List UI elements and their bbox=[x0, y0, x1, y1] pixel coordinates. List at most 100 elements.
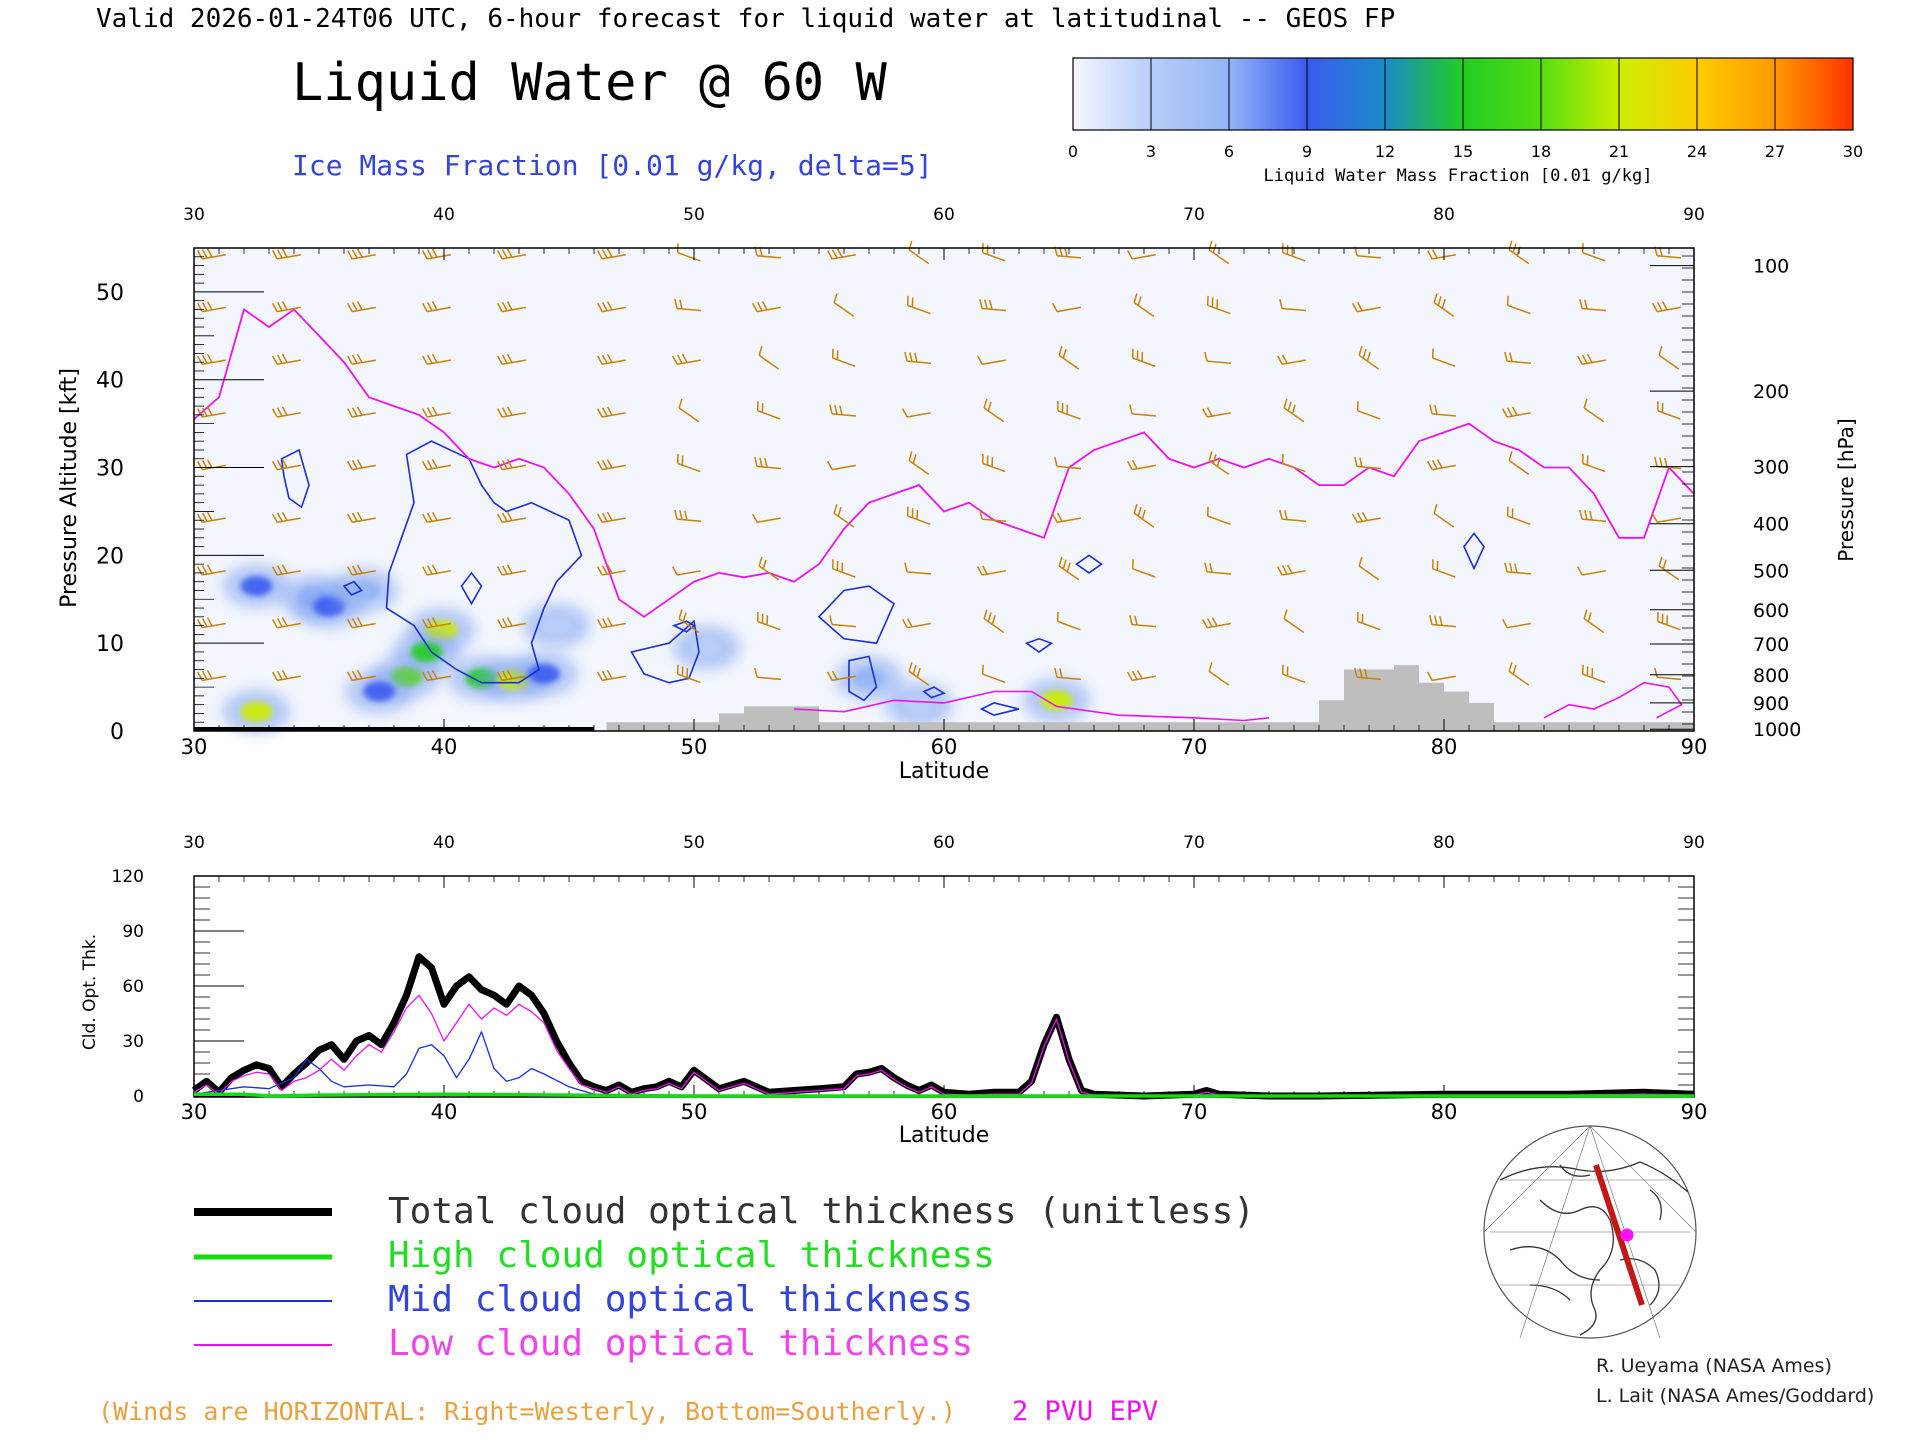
wind-barb-feather bbox=[1514, 563, 1518, 573]
bottom-ylabel: Cld. Opt. Thk. bbox=[80, 934, 100, 1050]
wind-barb-feather bbox=[981, 453, 984, 464]
wind-barb-shaft bbox=[677, 673, 701, 684]
wind-barb bbox=[1502, 618, 1531, 629]
colorbar-tick-label: 30 bbox=[1843, 142, 1863, 161]
wind-barb-feather bbox=[1356, 302, 1363, 312]
ice-contour bbox=[922, 686, 946, 699]
wind-barb bbox=[754, 667, 782, 681]
wind-barb-shaft bbox=[602, 306, 626, 313]
wind-barb-shaft bbox=[1282, 570, 1306, 576]
wind-barb-feather bbox=[606, 564, 613, 574]
wind-barb-shaft bbox=[602, 570, 626, 576]
wind-barb-shaft bbox=[907, 622, 931, 629]
wind-barb-feather bbox=[1431, 460, 1438, 470]
wind-barb-feather bbox=[1131, 460, 1138, 470]
bottom-x-tick-label: 60 bbox=[931, 1100, 958, 1124]
wind-barb-shaft bbox=[1281, 307, 1307, 312]
wind-barb-shaft bbox=[352, 622, 376, 629]
bottom-x-tick-label-top: 40 bbox=[433, 833, 455, 853]
wind-barb-shaft bbox=[676, 307, 702, 312]
wind-barb bbox=[1429, 615, 1457, 628]
wind-barb bbox=[422, 406, 451, 418]
wind-barb-shaft bbox=[202, 306, 226, 313]
main-ylabel: Pressure Altitude [kft] bbox=[57, 368, 82, 608]
wind-barb-feather bbox=[1502, 618, 1508, 629]
wind-barb bbox=[197, 406, 226, 418]
wind-barb-feather bbox=[497, 566, 503, 576]
wind-barb bbox=[1433, 293, 1455, 317]
wind-barb-feather bbox=[597, 671, 603, 681]
wind-barb bbox=[1206, 295, 1231, 315]
colorbar-label: Liquid Water Mass Fraction [0.01 g/kg] bbox=[1264, 166, 1653, 186]
wind-barb bbox=[197, 248, 226, 260]
wind-barb-feather bbox=[1284, 510, 1288, 520]
y-tick-label: 40 bbox=[96, 369, 124, 394]
wind-barb-feather bbox=[272, 566, 278, 576]
wind-barb bbox=[1508, 451, 1530, 475]
wind-barb-feather bbox=[761, 403, 764, 413]
wind-barb-feather bbox=[356, 301, 363, 311]
wind-barb-feather bbox=[831, 348, 834, 359]
wind-barb-feather bbox=[201, 302, 208, 312]
wind-barb-shaft bbox=[277, 570, 301, 576]
wind-barb-shaft bbox=[757, 620, 781, 631]
wind-barb-feather bbox=[1427, 671, 1433, 681]
wind-barb-feather bbox=[1352, 513, 1358, 523]
wind-barb-shaft bbox=[352, 253, 376, 260]
wind-barb-shaft bbox=[1507, 304, 1531, 315]
wind-barb bbox=[1581, 453, 1606, 473]
wind-barb-shaft bbox=[1356, 676, 1382, 681]
colorbar-tick-label: 0 bbox=[1068, 142, 1078, 161]
wind-barb-feather bbox=[356, 248, 363, 258]
wind-barb-feather bbox=[1433, 504, 1438, 514]
wind-barb-feather bbox=[1431, 559, 1434, 569]
wind-barb-feather bbox=[1354, 667, 1358, 678]
pressure-tick-label: 800 bbox=[1753, 665, 1789, 687]
wind-barb-shaft bbox=[757, 306, 781, 313]
wind-barb-feather bbox=[754, 667, 758, 678]
x-tick-label: 80 bbox=[1431, 735, 1458, 759]
wind-barb-feather bbox=[756, 302, 763, 312]
wind-barb-feather bbox=[206, 669, 213, 680]
wind-barb-feather bbox=[1652, 513, 1658, 523]
wind-barb-feather bbox=[681, 666, 684, 676]
wind-barb-feather bbox=[916, 667, 921, 678]
wind-barb-feather bbox=[197, 618, 203, 629]
wind-barb-feather bbox=[678, 609, 683, 619]
colorbar-tick-label: 3 bbox=[1146, 142, 1156, 161]
wind-barb-feather bbox=[1204, 562, 1208, 573]
wind-barb-feather bbox=[1508, 451, 1513, 461]
wind-barb-feather bbox=[501, 354, 508, 364]
wind-barb-feather bbox=[1358, 556, 1363, 567]
wind-barb-feather bbox=[906, 618, 913, 628]
wind-barb-shaft bbox=[277, 622, 301, 629]
wind-barb bbox=[827, 670, 856, 682]
wind-barb-feather bbox=[506, 669, 513, 680]
wind-barb-feather bbox=[1584, 299, 1588, 310]
wind-barb-shaft bbox=[1508, 670, 1530, 686]
wind-barb-feather bbox=[672, 566, 678, 576]
wind-barb-shaft bbox=[427, 253, 451, 260]
pressure-tick-label: 700 bbox=[1753, 634, 1789, 656]
wind-barb bbox=[1281, 453, 1306, 473]
wind-barb-shaft bbox=[1583, 407, 1605, 423]
wind-barb-feather bbox=[831, 670, 838, 680]
wind-barb-feather bbox=[1591, 668, 1594, 678]
wind-barb-feather bbox=[272, 355, 278, 365]
wind-barb-feather bbox=[272, 513, 278, 523]
wind-barb-shaft bbox=[427, 622, 451, 629]
wind-barb-shaft bbox=[757, 517, 781, 524]
wind-barb bbox=[1577, 566, 1606, 576]
wind-barb-feather bbox=[197, 302, 203, 312]
wind-barb bbox=[1358, 556, 1380, 581]
wind-barb bbox=[422, 248, 451, 260]
wind-barb-feather bbox=[977, 566, 983, 576]
wind-barb-feather bbox=[431, 353, 438, 363]
y-tick-label: 50 bbox=[96, 281, 124, 306]
wind-barb-shaft bbox=[757, 410, 781, 420]
wind-barb bbox=[1581, 664, 1606, 684]
wind-barb-feather bbox=[1131, 348, 1134, 359]
wind-barb-feather bbox=[676, 354, 683, 364]
bottom-x-tick-label: 50 bbox=[681, 1100, 708, 1124]
wind-barb-feather bbox=[674, 299, 678, 309]
